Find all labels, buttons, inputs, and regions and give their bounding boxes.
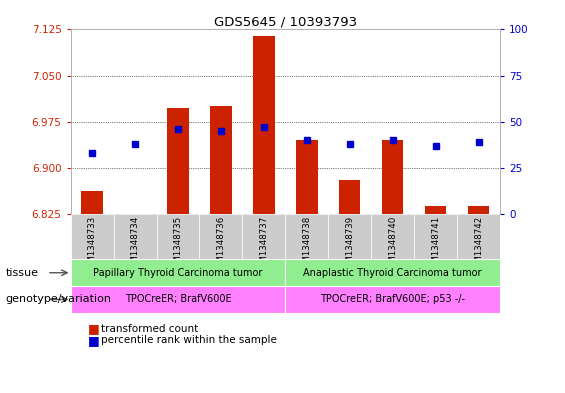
Text: Anaplastic Thyroid Carcinoma tumor: Anaplastic Thyroid Carcinoma tumor xyxy=(303,268,482,278)
Text: percentile rank within the sample: percentile rank within the sample xyxy=(101,335,276,345)
Text: tissue: tissue xyxy=(6,268,38,278)
Text: Papillary Thyroid Carcinoma tumor: Papillary Thyroid Carcinoma tumor xyxy=(93,268,263,278)
Text: GSM1348739: GSM1348739 xyxy=(345,215,354,274)
Text: ■: ■ xyxy=(88,334,99,347)
Bar xyxy=(382,140,403,214)
Bar xyxy=(296,140,318,214)
Text: GSM1348734: GSM1348734 xyxy=(131,215,140,274)
Bar xyxy=(71,214,114,259)
Text: GSM1348741: GSM1348741 xyxy=(431,215,440,274)
Text: GSM1348733: GSM1348733 xyxy=(88,215,97,274)
Bar xyxy=(71,259,285,286)
Text: TPOCreER; BrafV600E; p53 -/-: TPOCreER; BrafV600E; p53 -/- xyxy=(320,294,465,305)
Text: GSM1348738: GSM1348738 xyxy=(302,215,311,274)
Bar xyxy=(285,214,328,259)
Bar xyxy=(468,206,489,214)
Text: transformed count: transformed count xyxy=(101,323,198,334)
Bar xyxy=(71,286,285,313)
Bar xyxy=(253,36,275,214)
Bar xyxy=(210,107,232,214)
Bar xyxy=(157,214,199,259)
Text: GSM1348740: GSM1348740 xyxy=(388,215,397,274)
Bar xyxy=(328,214,371,259)
Bar xyxy=(285,286,500,313)
Text: GSM1348736: GSM1348736 xyxy=(216,215,225,274)
Bar xyxy=(285,259,500,286)
Text: genotype/variation: genotype/variation xyxy=(6,294,112,305)
Text: GSM1348737: GSM1348737 xyxy=(259,215,268,274)
Bar xyxy=(414,214,457,259)
Bar xyxy=(114,214,157,259)
Text: ■: ■ xyxy=(88,322,99,335)
Text: TPOCreER; BrafV600E: TPOCreER; BrafV600E xyxy=(125,294,231,305)
Bar xyxy=(425,206,446,214)
Bar xyxy=(371,214,414,259)
Text: GSM1348742: GSM1348742 xyxy=(474,215,483,274)
Bar xyxy=(167,108,189,214)
Bar xyxy=(339,180,360,214)
Bar xyxy=(199,214,242,259)
Bar xyxy=(242,214,285,259)
Bar xyxy=(81,191,103,214)
Bar xyxy=(457,214,500,259)
Title: GDS5645 / 10393793: GDS5645 / 10393793 xyxy=(214,15,357,28)
Text: GSM1348735: GSM1348735 xyxy=(173,215,182,274)
